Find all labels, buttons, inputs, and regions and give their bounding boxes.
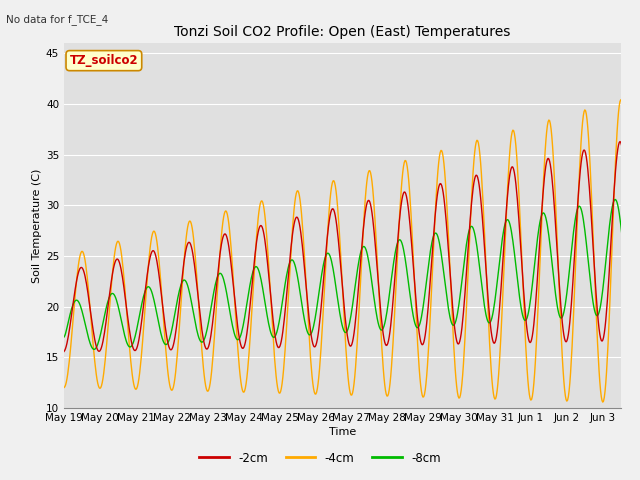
Y-axis label: Soil Temperature (C): Soil Temperature (C) <box>32 168 42 283</box>
Text: TZ_soilco2: TZ_soilco2 <box>70 54 138 67</box>
Legend: -2cm, -4cm, -8cm: -2cm, -4cm, -8cm <box>195 447 445 469</box>
X-axis label: Time: Time <box>329 427 356 437</box>
Title: Tonzi Soil CO2 Profile: Open (East) Temperatures: Tonzi Soil CO2 Profile: Open (East) Temp… <box>174 25 511 39</box>
Text: No data for f_TCE_4: No data for f_TCE_4 <box>6 14 109 25</box>
